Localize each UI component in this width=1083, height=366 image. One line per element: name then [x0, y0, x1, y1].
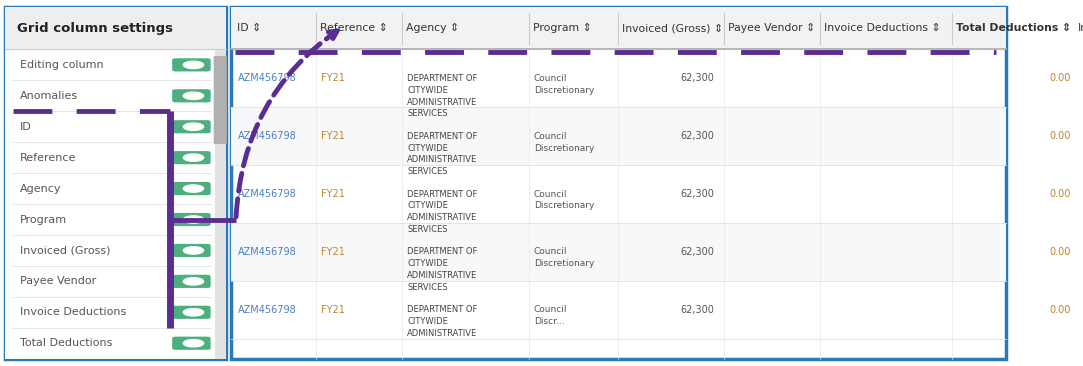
- FancyBboxPatch shape: [5, 297, 214, 328]
- Text: Agency: Agency: [21, 184, 62, 194]
- Text: DEPARTMENT OF
CITYWIDE
ADMINISTRATIVE: DEPARTMENT OF CITYWIDE ADMINISTRATIVE: [407, 305, 478, 338]
- Text: Inv: Inv: [1078, 23, 1083, 33]
- FancyBboxPatch shape: [5, 328, 214, 359]
- FancyBboxPatch shape: [172, 58, 211, 71]
- Text: Invoiced (Gross) ⇕: Invoiced (Gross) ⇕: [622, 23, 723, 33]
- Text: 0.00: 0.00: [1049, 247, 1070, 257]
- Text: Invoice Deductions: Invoice Deductions: [21, 307, 127, 317]
- Text: FY21: FY21: [321, 305, 344, 315]
- Text: 0.00: 0.00: [1049, 189, 1070, 199]
- Text: Reference ⇕: Reference ⇕: [321, 23, 388, 33]
- FancyBboxPatch shape: [172, 244, 211, 257]
- FancyBboxPatch shape: [5, 173, 214, 204]
- Text: Invoice Deductions ⇕: Invoice Deductions ⇕: [824, 23, 941, 33]
- Text: AZM456798: AZM456798: [238, 247, 297, 257]
- Text: Program ⇕: Program ⇕: [533, 23, 591, 33]
- Text: Council
Discretionary: Council Discretionary: [534, 190, 595, 210]
- FancyBboxPatch shape: [5, 142, 214, 173]
- FancyBboxPatch shape: [5, 266, 214, 297]
- FancyBboxPatch shape: [231, 7, 1006, 49]
- FancyBboxPatch shape: [5, 7, 226, 49]
- Text: DEPARTMENT OF
CITYWIDE
ADMINISTRATIVE
SERVICES: DEPARTMENT OF CITYWIDE ADMINISTRATIVE SE…: [407, 247, 478, 292]
- FancyBboxPatch shape: [231, 7, 1006, 359]
- FancyBboxPatch shape: [5, 111, 214, 142]
- FancyBboxPatch shape: [5, 49, 214, 80]
- Circle shape: [183, 278, 204, 285]
- FancyBboxPatch shape: [5, 7, 226, 359]
- Text: 62,300: 62,300: [680, 305, 714, 315]
- Text: 62,300: 62,300: [680, 73, 714, 83]
- Circle shape: [183, 61, 204, 68]
- Text: Reference: Reference: [21, 153, 77, 163]
- FancyBboxPatch shape: [172, 151, 211, 164]
- FancyBboxPatch shape: [231, 223, 1006, 281]
- Circle shape: [183, 185, 204, 192]
- FancyBboxPatch shape: [172, 120, 211, 133]
- Text: FY21: FY21: [321, 73, 344, 83]
- Text: FY21: FY21: [321, 247, 344, 257]
- Circle shape: [183, 216, 204, 223]
- Text: FY21: FY21: [321, 131, 344, 141]
- Text: Payee Vendor ⇕: Payee Vendor ⇕: [728, 23, 815, 33]
- Text: AZM456798: AZM456798: [238, 131, 297, 141]
- Circle shape: [183, 309, 204, 316]
- Text: Anomalies: Anomalies: [21, 91, 78, 101]
- Circle shape: [183, 123, 204, 130]
- Text: Editing column: Editing column: [21, 60, 104, 70]
- Text: AZM456798: AZM456798: [238, 305, 297, 315]
- Text: 62,300: 62,300: [680, 131, 714, 141]
- Text: 0.00: 0.00: [1049, 305, 1070, 315]
- Text: 0.00: 0.00: [1049, 73, 1070, 83]
- FancyBboxPatch shape: [172, 213, 211, 226]
- Text: 62,300: 62,300: [680, 189, 714, 199]
- Text: DEPARTMENT OF
CITYWIDE
ADMINISTRATIVE
SERVICES: DEPARTMENT OF CITYWIDE ADMINISTRATIVE SE…: [407, 132, 478, 176]
- FancyBboxPatch shape: [172, 337, 211, 350]
- Text: Total Deductions: Total Deductions: [21, 338, 113, 348]
- Text: Council
Discretionary: Council Discretionary: [534, 74, 595, 95]
- Circle shape: [183, 92, 204, 100]
- Text: Council
Discretionary: Council Discretionary: [534, 132, 595, 153]
- Text: 0.00: 0.00: [1049, 131, 1070, 141]
- Text: Payee Vendor: Payee Vendor: [21, 276, 96, 286]
- FancyBboxPatch shape: [172, 182, 211, 195]
- FancyBboxPatch shape: [5, 80, 214, 111]
- Circle shape: [183, 247, 204, 254]
- Text: Program: Program: [21, 214, 67, 224]
- Text: AZM456798: AZM456798: [238, 189, 297, 199]
- Text: 62,300: 62,300: [680, 247, 714, 257]
- FancyBboxPatch shape: [5, 235, 214, 266]
- Text: ID: ID: [21, 122, 32, 132]
- FancyBboxPatch shape: [172, 306, 211, 319]
- Text: Agency ⇕: Agency ⇕: [406, 23, 459, 33]
- Text: AZM456798: AZM456798: [238, 73, 297, 83]
- FancyBboxPatch shape: [172, 89, 211, 102]
- Text: Invoiced (Gross): Invoiced (Gross): [21, 246, 110, 255]
- Text: DEPARTMENT OF
CITYWIDE
ADMINISTRATIVE
SERVICES: DEPARTMENT OF CITYWIDE ADMINISTRATIVE SE…: [407, 190, 478, 234]
- Text: FY21: FY21: [321, 189, 344, 199]
- FancyBboxPatch shape: [172, 275, 211, 288]
- FancyBboxPatch shape: [214, 49, 226, 359]
- Text: ID ⇕: ID ⇕: [237, 23, 261, 33]
- FancyBboxPatch shape: [231, 107, 1006, 165]
- Text: Grid column settings: Grid column settings: [17, 22, 173, 35]
- Text: DEPARTMENT OF
CITYWIDE
ADMINISTRATIVE
SERVICES: DEPARTMENT OF CITYWIDE ADMINISTRATIVE SE…: [407, 74, 478, 118]
- Text: Total Deductions ⇕: Total Deductions ⇕: [956, 23, 1071, 33]
- Text: Council
Discretionary: Council Discretionary: [534, 247, 595, 268]
- FancyBboxPatch shape: [5, 204, 214, 235]
- FancyBboxPatch shape: [213, 56, 226, 144]
- Circle shape: [183, 340, 204, 347]
- Text: Council
Discr...: Council Discr...: [534, 305, 567, 326]
- Circle shape: [183, 154, 204, 161]
